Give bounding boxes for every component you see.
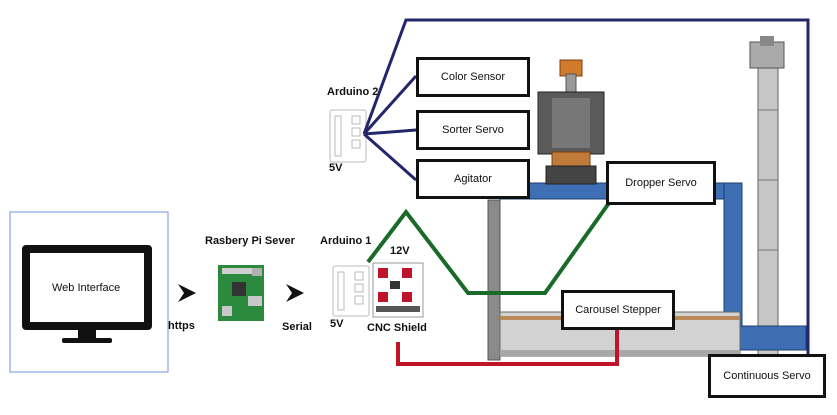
web-interface-label: Web Interface xyxy=(52,282,121,294)
serial-label: Serial xyxy=(282,321,312,333)
arrow-to-pi-icon xyxy=(178,284,196,302)
arduino2-icon xyxy=(329,109,367,163)
dropper-wire xyxy=(366,201,611,295)
arduino1-voltage: 5V xyxy=(330,318,344,330)
dropper-servo-box: Dropper Servo xyxy=(606,161,716,205)
arrow-to-arduino-icon xyxy=(286,284,304,302)
vertical-column xyxy=(749,36,785,359)
arduino2-label: Arduino 2 xyxy=(327,86,379,98)
color-sensor-box: Color Sensor xyxy=(416,57,530,97)
stepper-wire xyxy=(396,318,619,366)
agitator-box: Agitator xyxy=(416,159,530,199)
monitor-icon xyxy=(22,245,152,343)
raspberry-pi-label: Rasbery Pi Sever xyxy=(205,235,295,247)
raspberry-pi-icon xyxy=(218,265,264,321)
cnc-shield-icon xyxy=(372,262,424,318)
continuous-servo-box: Continuous Servo xyxy=(708,354,826,398)
https-label: https xyxy=(168,320,195,332)
arduino2-wires xyxy=(362,18,810,360)
arduino1-label: Arduino 1 xyxy=(320,235,372,247)
arduino1-icon xyxy=(332,265,370,317)
sorter-servo-box: Sorter Servo xyxy=(416,110,530,150)
cnc-shield-label: CNC Shield xyxy=(367,322,427,334)
dispenser-assembly xyxy=(537,59,605,185)
arduino2-voltage: 5V xyxy=(329,162,343,174)
cnc-voltage: 12V xyxy=(390,245,410,257)
carousel-stepper-box: Carousel Stepper xyxy=(561,290,675,330)
